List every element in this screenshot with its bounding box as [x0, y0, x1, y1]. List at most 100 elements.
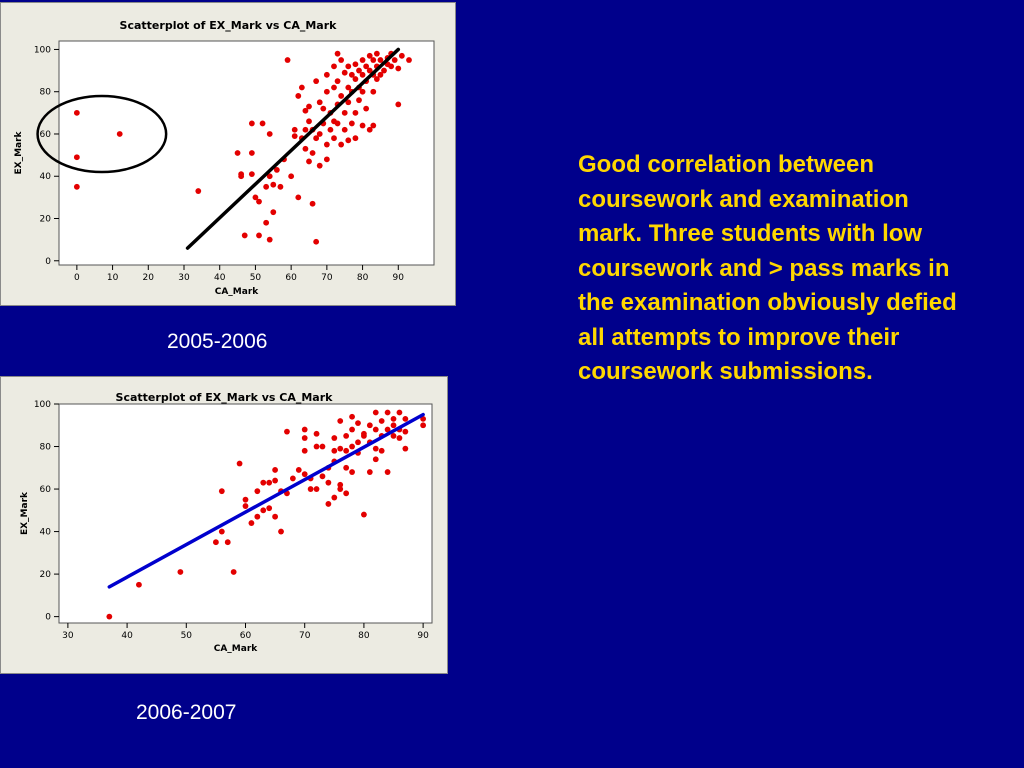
- y-tick-label: 60: [40, 485, 52, 495]
- data-point: [242, 496, 249, 503]
- data-point: [356, 67, 362, 74]
- data-point: [331, 84, 337, 91]
- data-point: [420, 415, 427, 422]
- data-point: [343, 490, 350, 497]
- data-point: [301, 435, 308, 441]
- data-point: [370, 88, 377, 95]
- data-point: [349, 426, 355, 433]
- data-point: [327, 126, 334, 133]
- data-point: [384, 469, 391, 475]
- data-point: [306, 103, 312, 110]
- data-point: [313, 443, 320, 450]
- data-point: [252, 194, 259, 201]
- data-point: [266, 479, 273, 486]
- data-point: [248, 120, 255, 127]
- x-tick-label: 40: [214, 273, 226, 283]
- data-point: [398, 52, 405, 59]
- data-point: [352, 61, 359, 68]
- data-point: [266, 236, 273, 243]
- data-point: [390, 422, 397, 429]
- data-point: [302, 107, 309, 114]
- data-point: [377, 57, 384, 63]
- x-tick-label: 60: [285, 273, 297, 283]
- data-point: [356, 97, 362, 104]
- data-point: [272, 513, 279, 520]
- y-axis-label: EX_Mark: [20, 491, 30, 535]
- data-point: [359, 71, 366, 78]
- data-point: [295, 194, 302, 201]
- data-point: [372, 426, 379, 433]
- data-point: [298, 84, 305, 91]
- data-point: [396, 409, 403, 416]
- data-point: [73, 109, 80, 116]
- data-point: [248, 171, 255, 178]
- data-point: [366, 67, 373, 74]
- data-point: [355, 439, 361, 446]
- data-point: [378, 418, 385, 424]
- data-point: [313, 78, 320, 85]
- data-point: [270, 181, 277, 188]
- data-point: [349, 443, 355, 450]
- data-point: [266, 131, 273, 137]
- data-point: [381, 67, 387, 74]
- data-point: [363, 105, 370, 112]
- data-point: [348, 71, 355, 78]
- data-point: [241, 232, 248, 239]
- data-point: [224, 539, 231, 546]
- data-point: [338, 93, 345, 99]
- x-tick-label: 40: [121, 631, 133, 641]
- data-point: [343, 432, 350, 439]
- trend-line: [107, 412, 425, 589]
- data-point: [352, 76, 359, 82]
- data-point: [259, 120, 266, 127]
- data-point: [278, 528, 284, 535]
- data-point: [334, 120, 341, 127]
- y-tick-label: 80: [40, 88, 52, 98]
- data-point: [319, 473, 326, 480]
- data-point: [341, 126, 348, 133]
- year-label-2005: 2005-2006: [167, 330, 268, 353]
- chart-panel-2006: Scatterplot of EX_Mark vs CA_Mark 30 40 50 6…: [0, 376, 448, 674]
- data-point: [313, 135, 320, 142]
- data-point: [373, 50, 380, 57]
- data-point: [396, 435, 403, 441]
- data-point: [320, 105, 327, 112]
- data-point: [73, 154, 80, 161]
- data-point: [291, 126, 298, 133]
- data-point: [302, 145, 309, 152]
- y-tick-label: 60: [40, 130, 52, 140]
- data-point: [384, 426, 391, 433]
- data-point: [331, 494, 338, 501]
- x-tick-label: 90: [417, 631, 429, 641]
- data-point: [402, 445, 409, 452]
- data-point: [254, 513, 261, 520]
- data-point: [343, 464, 350, 471]
- y-tick-label: 20: [40, 215, 52, 225]
- x-tick-label: 30: [62, 631, 74, 641]
- data-point: [295, 93, 302, 99]
- chart-title: Scatterplot of EX_Mark vs CA_Mark: [120, 19, 338, 32]
- data-point: [352, 135, 359, 142]
- y-axis-label: EX_Mark: [14, 130, 24, 174]
- data-point: [306, 118, 312, 125]
- x-tick-label: 80: [358, 631, 370, 641]
- data-point: [218, 528, 225, 535]
- data-point: [388, 63, 395, 70]
- data-point: [325, 501, 332, 507]
- data-point: [272, 467, 279, 473]
- data-point: [338, 57, 345, 63]
- x-axis-label: CA_Mark: [214, 644, 259, 654]
- data-point: [284, 428, 290, 435]
- data-point: [323, 88, 330, 95]
- data-point: [323, 156, 330, 163]
- data-point: [319, 443, 326, 450]
- data-point: [248, 150, 255, 156]
- data-point: [378, 447, 385, 454]
- y-tick-label: 20: [40, 570, 52, 580]
- data-point: [254, 488, 261, 495]
- data-point: [372, 445, 379, 452]
- data-point: [345, 99, 352, 106]
- data-point: [372, 409, 379, 416]
- data-point: [270, 209, 277, 216]
- data-point: [402, 428, 409, 435]
